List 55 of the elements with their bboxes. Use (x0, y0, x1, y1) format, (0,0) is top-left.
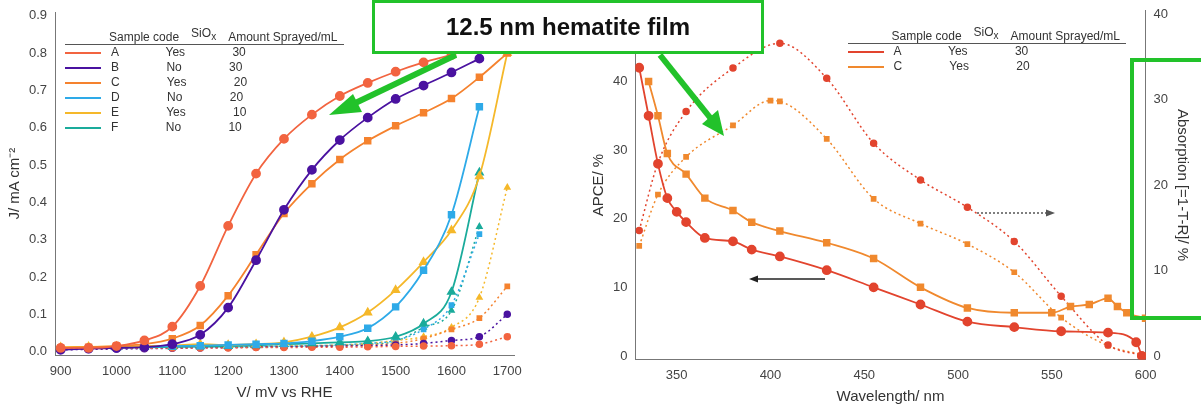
y-axis-title: J/ mA cm⁻² (5, 147, 23, 220)
x-tick-label: 1700 (492, 362, 522, 378)
x-tick-label: 1200 (213, 362, 243, 378)
annotation: Amount Sprayed/mL (222, 26, 344, 45)
y-tick-label: 0.0 (28, 343, 48, 359)
x-tick-label: 500 (947, 366, 969, 382)
legend-label: C Yes 20 (893, 59, 1030, 74)
y-tick-label: 0.6 (28, 119, 48, 135)
y-tick-label: 0.3 (28, 231, 48, 247)
callout-box: 12.5 nm hematite film (372, 0, 764, 54)
legend-label: D No 20 (111, 90, 244, 105)
x-tick-label: 350 (665, 366, 688, 382)
annotation: Sample code (847, 24, 968, 44)
y2-tick-label: 0 (1153, 347, 1161, 363)
y-tick-label: 40 (612, 73, 628, 89)
x-axis-title: V/ mV vs RHE (236, 383, 333, 401)
y2-tick-label: 10 (1153, 262, 1169, 278)
y2-tick-label: 40 (1153, 5, 1169, 21)
x-tick-label: 450 (853, 366, 876, 382)
y2-axis-title: Absorption [=1-T-R]/ % (1174, 109, 1192, 262)
y-tick-label: 10 (612, 278, 628, 294)
y-tick-label: 0 (620, 347, 628, 363)
legend-label: B No 30 (111, 60, 243, 75)
annotation: Sample code (65, 26, 186, 45)
x-tick-label: 550 (1040, 366, 1063, 382)
x-tick-label: 1600 (437, 362, 466, 378)
y2-tick-label: 30 (1153, 91, 1169, 107)
y-tick-label: 0.1 (28, 305, 48, 321)
y-tick-label: 0.9 (28, 7, 48, 23)
legend-label: A Yes 30 (893, 44, 1029, 59)
x-axis-title: Wavelength/ nm (836, 387, 945, 405)
x-tick-label: 900 (49, 362, 72, 378)
x-tick-label: 600 (1134, 366, 1157, 382)
legend-label: A Yes 30 (111, 45, 246, 60)
legend-label: C Yes 20 (111, 75, 248, 90)
legend-label: E Yes 10 (111, 105, 247, 120)
y-tick-label: 30 (612, 141, 628, 157)
x-tick-label: 1300 (269, 362, 299, 378)
y-tick-label: 0.7 (28, 81, 48, 97)
x-tick-label: 1400 (325, 362, 355, 378)
annotation: SiO$_{x}$ (185, 26, 223, 45)
y-tick-label: 20 (612, 210, 628, 226)
x-tick-label: 400 (759, 366, 782, 382)
x-tick-label: 1100 (158, 362, 187, 378)
y2-tick-label: 20 (1153, 176, 1169, 192)
y-axis-title: APCE/ % (589, 153, 607, 217)
annotation: Amount Sprayed/mL (1004, 24, 1126, 44)
y-tick-label: 0.4 (28, 193, 48, 209)
legend-label: F No 10 (111, 120, 242, 135)
y-tick-label: 0.2 (28, 268, 48, 284)
annotation: SiO$_{x}$ (967, 24, 1005, 44)
x-tick-label: 1000 (102, 362, 131, 378)
x-tick-label: 1500 (381, 362, 411, 378)
y-tick-label: 0.5 (28, 156, 48, 172)
y-tick-label: 0.8 (28, 44, 48, 60)
